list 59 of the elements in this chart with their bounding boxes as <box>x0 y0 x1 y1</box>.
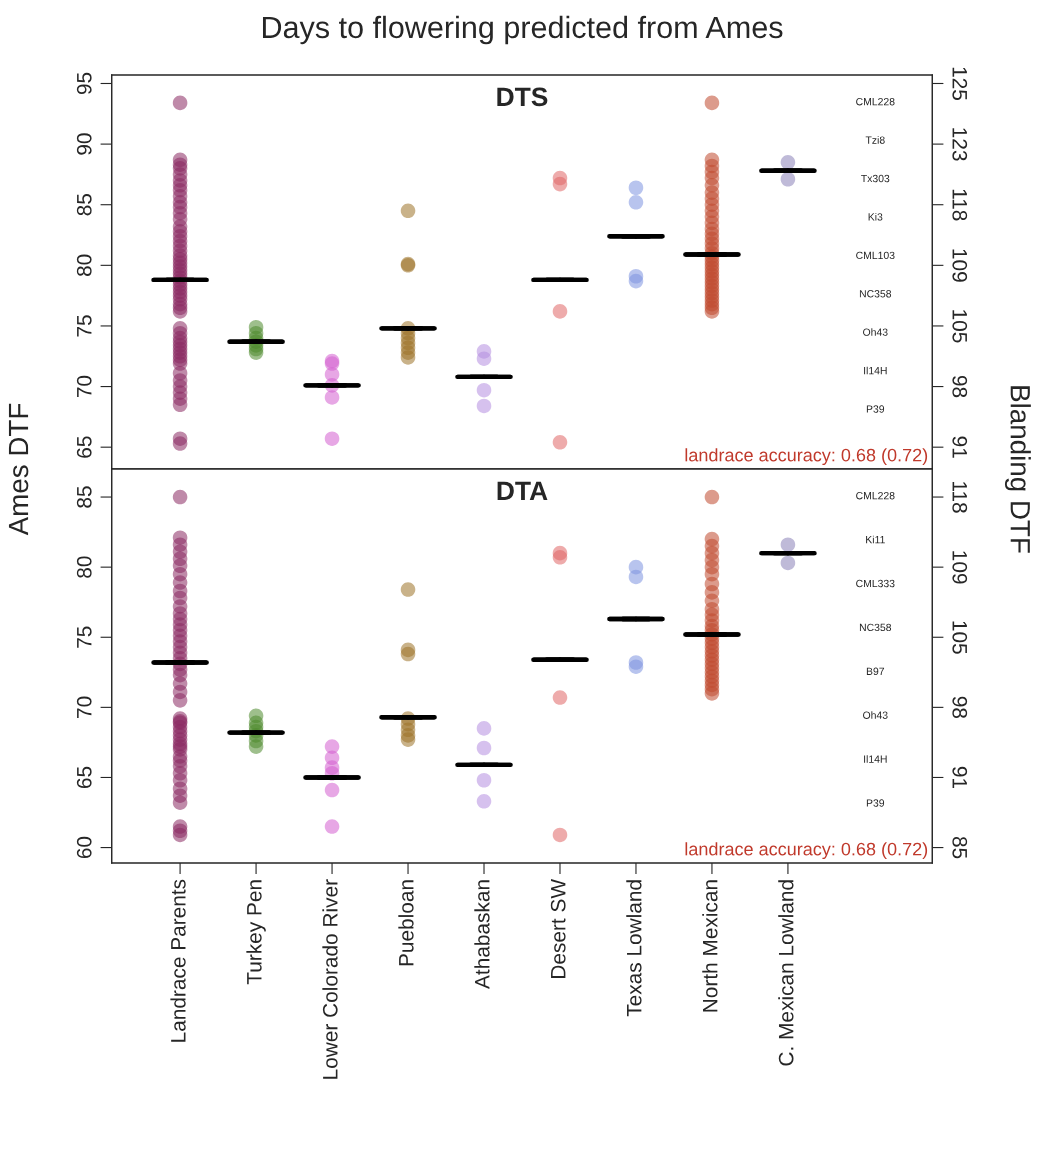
text: Il14H <box>864 366 887 375</box>
annotation: landrace accuracy: 0.68 (0.72) <box>685 842 928 860</box>
y-tick-label: 65 <box>76 436 92 458</box>
text: CML228 <box>856 492 895 500</box>
x-tick-label: Desert SW <box>550 879 566 978</box>
chart-subtitle: DTA <box>497 481 548 500</box>
text: CML228 <box>856 98 895 106</box>
x-tick-label: Lower Colorado River <box>322 879 338 1079</box>
category-label: 91 <box>952 436 968 458</box>
y-tick-label: 75 <box>77 626 92 648</box>
text: Oh43 <box>863 711 888 719</box>
x-tick-label: Turkey Pen <box>246 880 266 985</box>
y-tick-label: 75 <box>77 315 92 337</box>
text: Ki3 <box>868 212 883 221</box>
annotation: landrace accuracy: 0.68 (0.72) <box>685 448 928 466</box>
y-tick-label: 65 <box>76 766 92 788</box>
category-label: 85 <box>952 836 968 859</box>
y-tick-label: 95 <box>76 72 92 95</box>
y-tick-label: 70 <box>76 375 92 398</box>
category-label: 125 <box>952 67 968 100</box>
y-tick-label: 80 <box>76 254 92 277</box>
chart-title: Days to flowering predicted from Ames <box>262 15 783 45</box>
text: Il14H <box>864 755 887 763</box>
category-label: 118 <box>952 482 968 513</box>
category-label: 105 <box>952 310 968 343</box>
y-tick-label: 70 <box>76 696 92 718</box>
y-tick-label: 90 <box>76 133 92 155</box>
category-label: 98 <box>952 696 968 719</box>
text: Oh43 <box>863 328 888 336</box>
x-tick-label: Puebloan <box>398 880 414 966</box>
x-tick-label: C. Mexican Lowland <box>778 880 794 1066</box>
chart-subtitle: DTS <box>497 87 548 107</box>
y-tick-label: 60 <box>76 836 92 859</box>
category-label: 91 <box>952 766 968 789</box>
x-tick-label: Texas Lowland <box>626 880 642 1017</box>
text: NC358 <box>859 623 892 632</box>
text: Ki11 <box>866 535 885 544</box>
y-tick-label: 85 <box>76 194 92 216</box>
y2-axis-title: Blanding DTF <box>1004 386 1031 553</box>
x-tick-label: North Mexican <box>702 880 718 1012</box>
category-label: 123 <box>952 128 968 161</box>
text: CML103 <box>856 251 895 260</box>
category-label: 118 <box>952 189 968 221</box>
text: Tx303 <box>861 174 890 183</box>
category-label: 109 <box>952 551 968 584</box>
text: P39 <box>866 405 885 413</box>
x-tick-label: Athabaskan <box>474 880 490 989</box>
text: Tzi8 <box>865 136 885 144</box>
y-tick-label: 80 <box>76 556 92 578</box>
category-label: 109 <box>952 249 968 282</box>
category-label: 98 <box>952 375 968 398</box>
text: NC358 <box>859 290 892 298</box>
y-tick-label: 85 <box>76 486 92 508</box>
text: P39 <box>866 799 885 807</box>
y-axis-title: Ames DTF <box>8 403 29 536</box>
category-label: 105 <box>952 621 968 654</box>
text: B97 <box>866 667 885 675</box>
text: CML333 <box>856 579 895 588</box>
x-tick-label: Landrace Parents <box>170 879 186 1042</box>
